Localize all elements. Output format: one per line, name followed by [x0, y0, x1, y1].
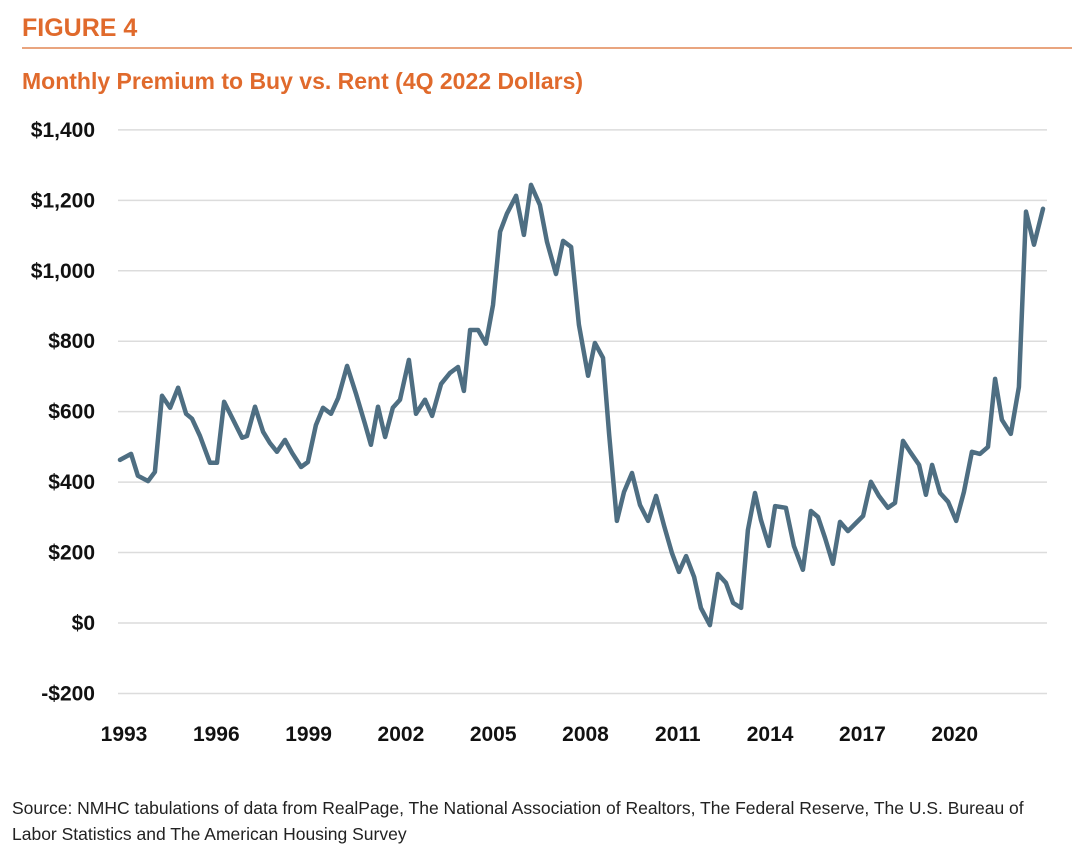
x-tick-label: 2002	[378, 723, 425, 746]
x-tick-label: 1996	[193, 723, 240, 746]
chart-title: Monthly Premium to Buy vs. Rent (4Q 2022…	[22, 68, 584, 94]
y-tick-label: $200	[48, 542, 95, 565]
y-tick-label: $600	[48, 401, 95, 424]
x-tick-label: 2017	[839, 723, 886, 746]
series-line	[117, 182, 1046, 628]
y-tick-label: $400	[48, 471, 95, 494]
title-divider	[22, 47, 1072, 49]
y-tick-label: $800	[48, 330, 95, 353]
y-tick-label: $1,200	[31, 189, 95, 212]
x-tick-label: 2011	[655, 723, 701, 746]
figure-label: FIGURE 4	[22, 14, 138, 42]
y-tick-label: -$200	[41, 682, 95, 705]
y-tick-label: $0	[72, 612, 95, 635]
source-note: Source: NMHC tabulations of data from Re…	[12, 798, 1024, 844]
x-tick-label: 1993	[101, 723, 148, 746]
x-tick-label: 2008	[562, 723, 609, 746]
x-tick-label: 2014	[747, 723, 794, 746]
x-tick-label: 2005	[470, 723, 517, 746]
x-tick-label: 2020	[931, 723, 978, 746]
y-tick-label: $1,400	[31, 119, 95, 142]
y-tick-label: $1,000	[31, 260, 95, 283]
x-tick-label: 1999	[285, 723, 332, 746]
